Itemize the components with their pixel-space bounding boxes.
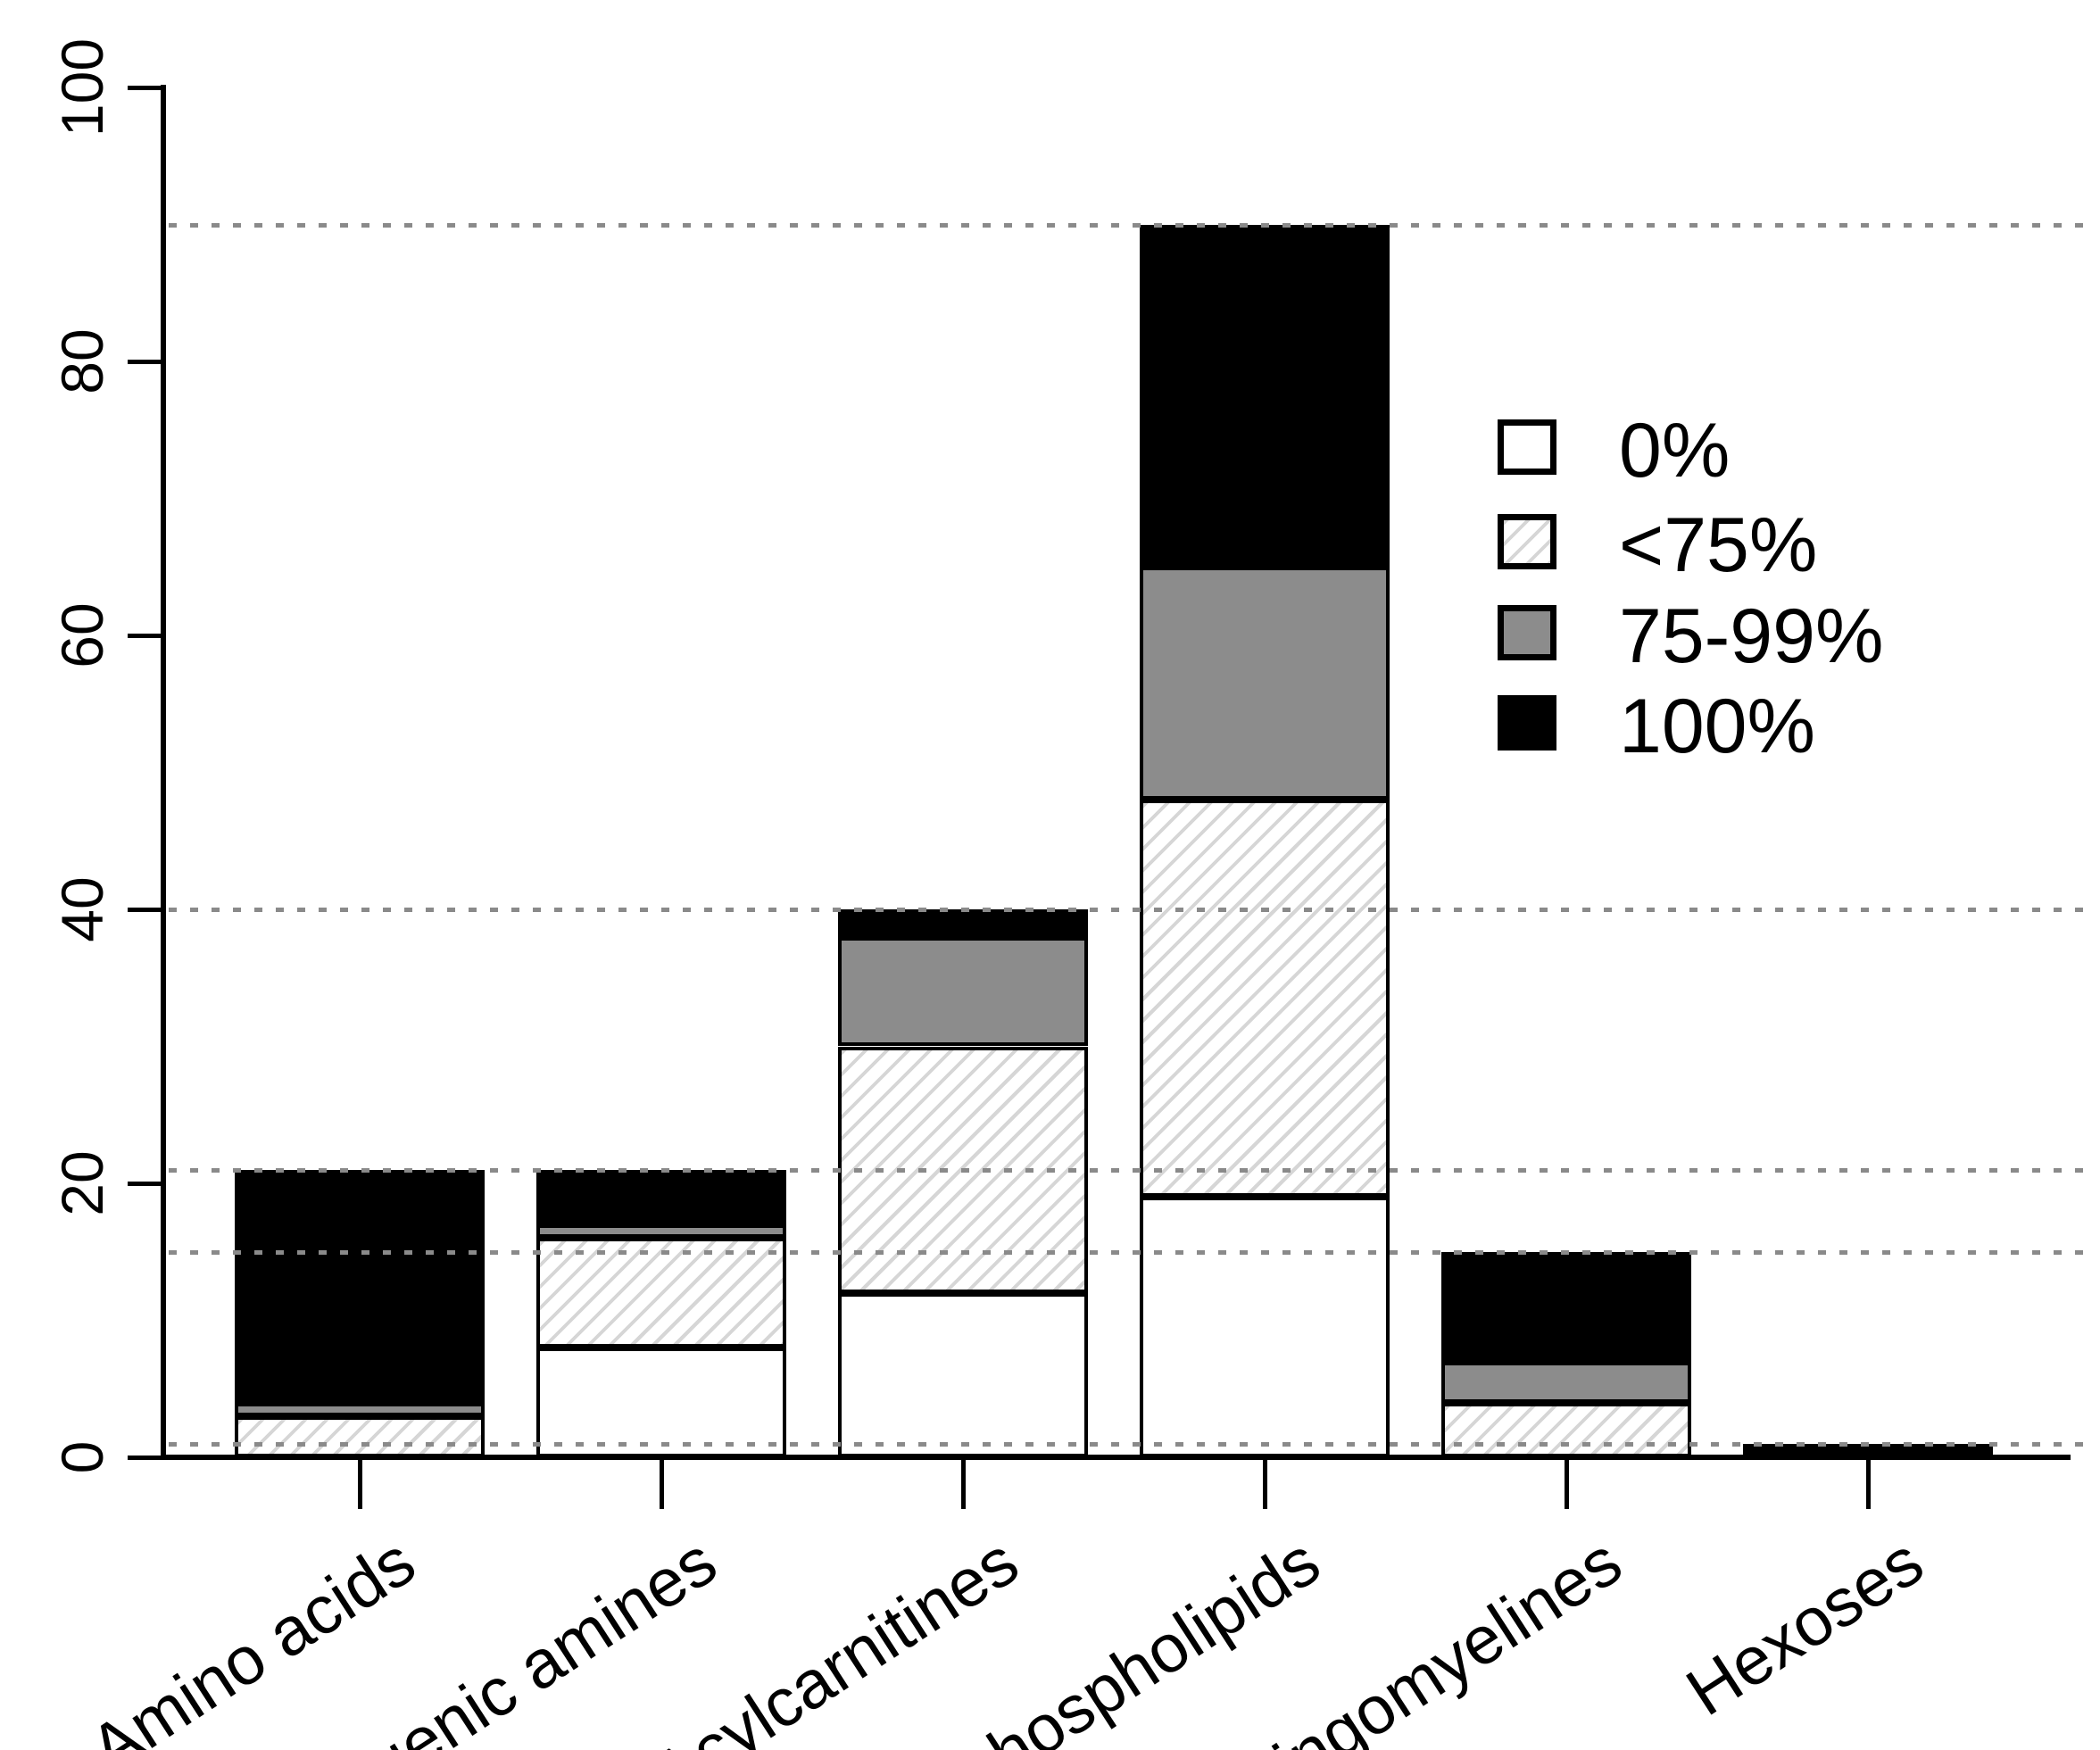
y-tick	[128, 908, 161, 912]
bar-segment-gray	[838, 936, 1088, 1047]
gridline	[169, 908, 2088, 912]
category-tick	[358, 1460, 362, 1509]
legend-label: 75-99%	[1619, 593, 1884, 679]
bar-segment-black	[235, 1169, 485, 1403]
y-tick-label: 80	[49, 328, 115, 394]
x-axis-line	[161, 1455, 2071, 1460]
legend-swatch-white-icon	[1498, 419, 1556, 475]
gridline	[169, 1249, 2088, 1255]
gridline	[169, 1441, 2088, 1447]
y-tick-label: 20	[49, 1150, 115, 1216]
y-tick-label: 60	[49, 602, 115, 668]
category-tick	[660, 1460, 664, 1509]
bar-segment-hatch	[536, 1238, 786, 1348]
bar-segment-gray	[235, 1402, 485, 1416]
y-tick	[128, 86, 161, 90]
bar-segment-black	[1441, 1251, 1691, 1362]
y-tick	[128, 360, 161, 364]
bar-segment-white	[838, 1292, 1088, 1457]
bar-segment-gray	[536, 1224, 786, 1239]
category-tick	[961, 1460, 966, 1509]
legend-swatch-gray-icon	[1498, 605, 1556, 660]
gridline	[169, 1167, 2088, 1173]
category-label: Amino acids	[77, 1522, 428, 1750]
legend-label: 100%	[1619, 684, 1815, 769]
y-tick-label: 100	[49, 37, 115, 137]
legend-label: 0%	[1619, 408, 1731, 493]
bar-segment-black	[1140, 224, 1390, 568]
category-label: Hexoses	[1673, 1522, 1937, 1731]
bar-segment-hatch	[1441, 1402, 1691, 1457]
y-tick	[128, 1182, 161, 1186]
legend-swatch-black-icon	[1498, 695, 1556, 751]
bar-segment-black	[536, 1169, 786, 1225]
category-tick	[1866, 1460, 1871, 1509]
bar-segment-black	[838, 909, 1088, 937]
y-tick	[128, 1456, 161, 1460]
category-tick	[1565, 1460, 1569, 1509]
bar-segment-gray	[1140, 567, 1390, 800]
category-tick	[1263, 1460, 1267, 1509]
bar-segment-hatch	[235, 1415, 485, 1457]
bar-segment-white	[536, 1348, 786, 1457]
bar-segment-hatch	[1140, 800, 1390, 1198]
bar-segment-white	[1140, 1197, 1390, 1457]
legend-swatch-hatch-icon	[1498, 514, 1556, 569]
y-tick	[128, 634, 161, 638]
y-axis-line	[161, 85, 166, 1460]
gridline	[169, 222, 2088, 228]
y-tick-label: 0	[49, 1440, 115, 1474]
y-tick-label: 40	[49, 876, 115, 942]
legend-label: <75%	[1619, 502, 1818, 588]
bar-segment-gray	[1441, 1361, 1691, 1403]
